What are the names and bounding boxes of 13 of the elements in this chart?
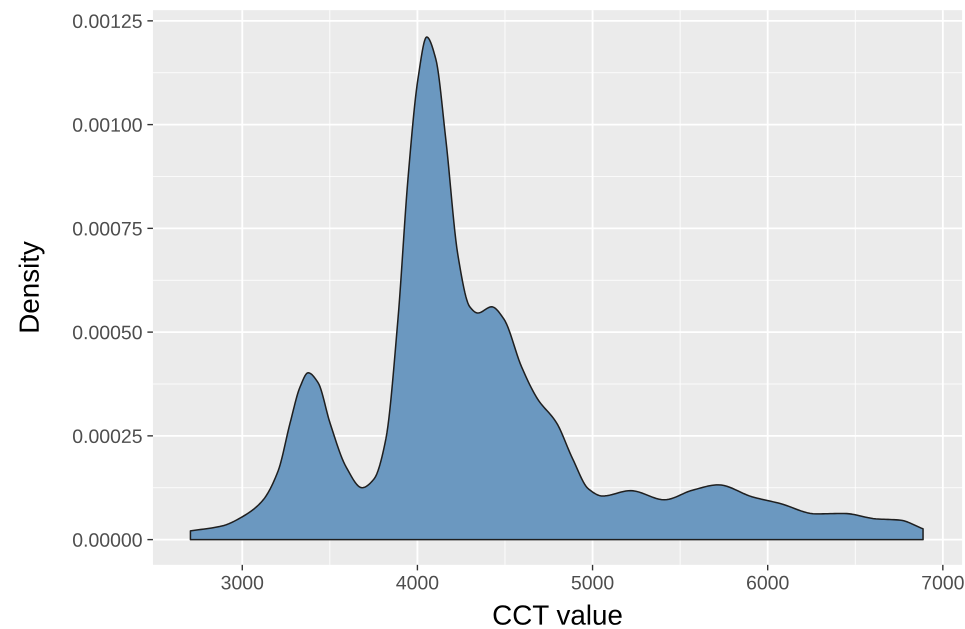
x-axis-title: CCT value xyxy=(494,604,622,625)
y-tick-label: 0.00125 xyxy=(73,14,142,28)
y-axis-title: Density xyxy=(18,241,44,332)
x-tick-label: 7000 xyxy=(922,576,964,590)
y-tick-label: 0.00025 xyxy=(73,429,142,444)
x-tick-label: 6000 xyxy=(747,576,789,590)
y-tick-label: 0.00000 xyxy=(73,533,142,547)
y-tick-label: 0.00075 xyxy=(73,222,142,236)
x-tick-label: 4000 xyxy=(396,576,438,590)
x-tick-label: 3000 xyxy=(221,576,264,590)
y-tick-label: 0.00050 xyxy=(73,326,142,340)
x-tick-label: 5000 xyxy=(572,576,614,590)
y-tick-label: 0.00100 xyxy=(73,118,142,132)
